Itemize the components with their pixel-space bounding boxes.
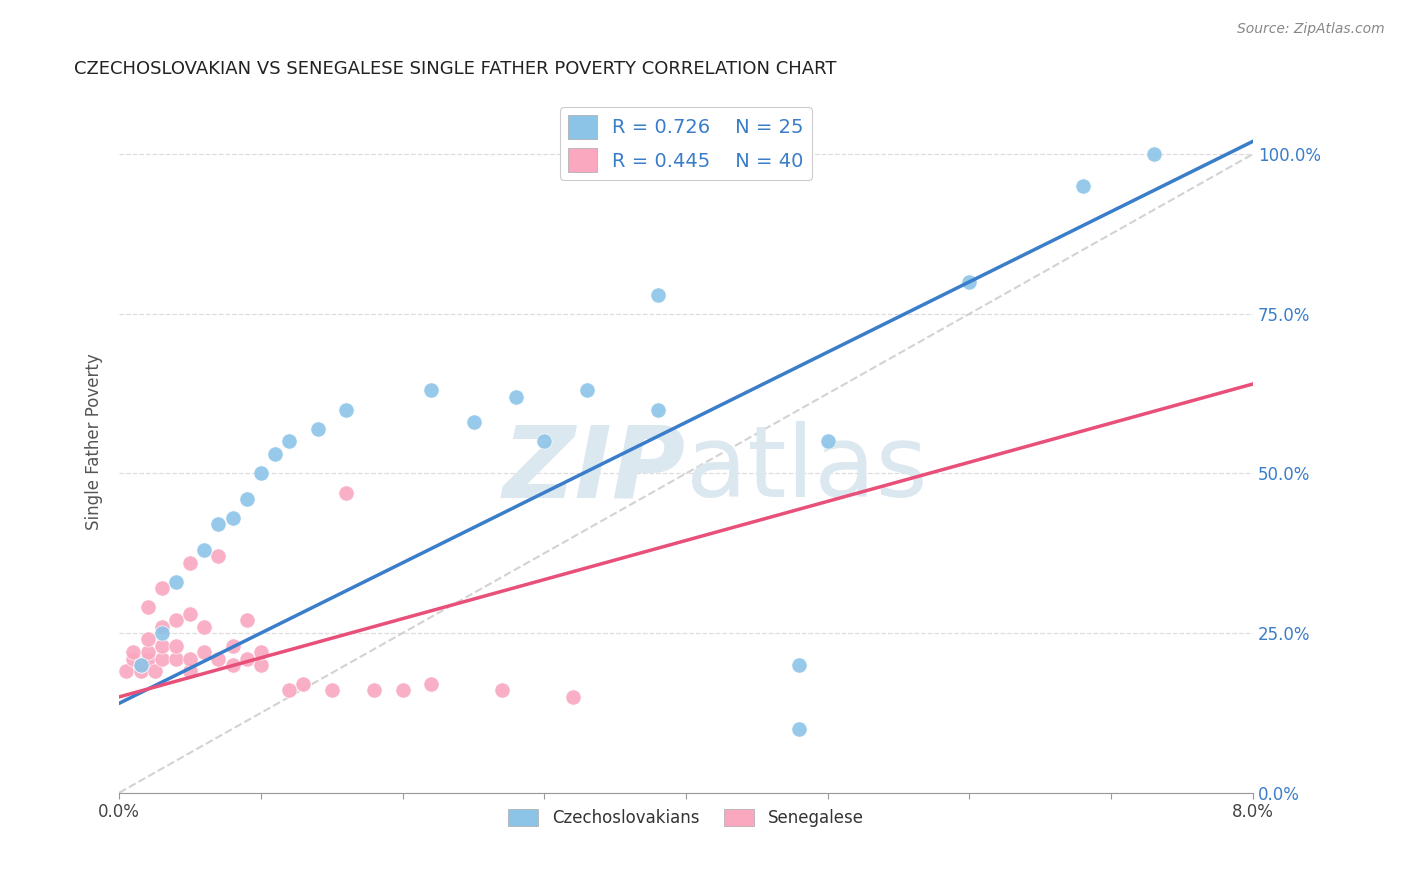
Point xyxy=(250,657,273,672)
Point xyxy=(165,574,187,589)
Point xyxy=(647,402,669,417)
Point xyxy=(505,390,527,404)
Point xyxy=(278,434,301,449)
Point xyxy=(165,639,187,653)
Text: atlas: atlas xyxy=(686,421,928,518)
Point xyxy=(789,722,811,736)
Point xyxy=(221,639,243,653)
Point xyxy=(150,620,173,634)
Point xyxy=(179,665,201,679)
Point xyxy=(165,613,187,627)
Point xyxy=(221,657,243,672)
Point xyxy=(179,556,201,570)
Point xyxy=(817,434,839,449)
Point xyxy=(1071,179,1094,194)
Legend: Czechoslovakians, Senegalese: Czechoslovakians, Senegalese xyxy=(502,802,870,833)
Point xyxy=(179,651,201,665)
Point xyxy=(420,384,443,398)
Point xyxy=(789,657,811,672)
Point xyxy=(207,517,229,532)
Point xyxy=(335,402,357,417)
Point xyxy=(250,467,273,481)
Y-axis label: Single Father Poverty: Single Father Poverty xyxy=(86,353,103,530)
Point xyxy=(143,665,166,679)
Point xyxy=(207,651,229,665)
Text: CZECHOSLOVAKIAN VS SENEGALESE SINGLE FATHER POVERTY CORRELATION CHART: CZECHOSLOVAKIAN VS SENEGALESE SINGLE FAT… xyxy=(75,60,837,78)
Point xyxy=(335,485,357,500)
Point xyxy=(129,657,152,672)
Point xyxy=(150,582,173,596)
Text: Source: ZipAtlas.com: Source: ZipAtlas.com xyxy=(1237,22,1385,37)
Point xyxy=(363,683,385,698)
Point xyxy=(307,422,329,436)
Point xyxy=(292,677,315,691)
Point xyxy=(193,620,215,634)
Point xyxy=(321,683,343,698)
Point xyxy=(129,657,152,672)
Point xyxy=(463,415,485,429)
Point xyxy=(959,275,981,289)
Point xyxy=(647,287,669,301)
Point xyxy=(193,645,215,659)
Point xyxy=(264,447,287,461)
Point xyxy=(236,491,259,506)
Point xyxy=(150,626,173,640)
Point xyxy=(221,511,243,525)
Point xyxy=(165,651,187,665)
Point xyxy=(136,632,159,647)
Point xyxy=(136,600,159,615)
Point xyxy=(179,607,201,621)
Point xyxy=(207,549,229,564)
Point xyxy=(533,434,555,449)
Point xyxy=(122,645,145,659)
Point xyxy=(150,639,173,653)
Point xyxy=(575,384,598,398)
Point xyxy=(491,683,513,698)
Point xyxy=(1143,147,1166,161)
Point xyxy=(391,683,413,698)
Text: ZIP: ZIP xyxy=(503,421,686,518)
Point xyxy=(129,665,152,679)
Point xyxy=(122,651,145,665)
Point xyxy=(250,645,273,659)
Point xyxy=(236,651,259,665)
Point xyxy=(150,651,173,665)
Point xyxy=(136,645,159,659)
Point xyxy=(136,651,159,665)
Point xyxy=(420,677,443,691)
Point xyxy=(115,665,138,679)
Point xyxy=(236,613,259,627)
Point xyxy=(278,683,301,698)
Point xyxy=(193,543,215,558)
Point xyxy=(561,690,583,704)
